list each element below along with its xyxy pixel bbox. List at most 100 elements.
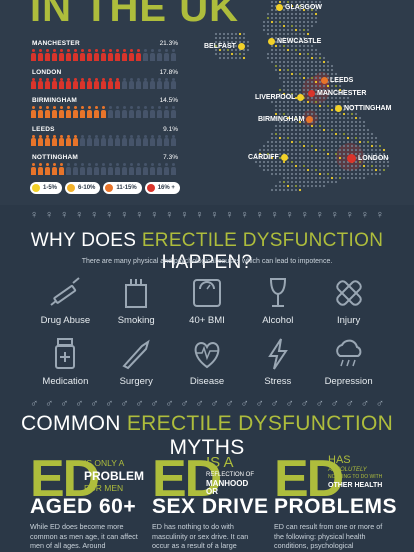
people-icons	[30, 134, 176, 147]
people-icons	[30, 77, 176, 90]
mars-icon: ♂	[30, 398, 39, 410]
mars-icon: ♂	[120, 398, 129, 410]
person-icon	[58, 106, 64, 118]
cause-item: Alcohol	[242, 275, 313, 326]
map-label-birmingham: BIRMINGHAM	[258, 116, 314, 123]
person-icon	[72, 134, 78, 147]
person-icon	[30, 163, 36, 175]
venus-icon: ♀	[285, 209, 294, 221]
venus-divider: ♀ ♀ ♀ ♀ ♀ ♀ ♀ ♀ ♀ ♀ ♀ ♀ ♀ ♀ ♀ ♀ ♀ ♀ ♀ ♀ ♀ ♀ ♀ ♀	[30, 209, 384, 221]
myth-line4: OTHER HEALTH	[328, 482, 383, 489]
person-icon	[58, 49, 64, 61]
person-icon	[65, 163, 71, 175]
map-label-newcastle: NEWCASTLE	[268, 38, 321, 45]
scale-icon	[192, 279, 221, 307]
person-icon	[44, 106, 50, 118]
map-label-belfast: BELFAST	[204, 43, 245, 50]
person-icon	[121, 163, 127, 175]
venus-icon: ♀	[75, 209, 84, 221]
map-label-nottingham: NOTTINGHAM	[335, 105, 391, 112]
person-icon	[114, 49, 120, 61]
section-title: IN THE UK	[30, 0, 239, 30]
myth-body: ED can result from one or more of the fo…	[274, 522, 383, 551]
person-icon	[107, 163, 113, 175]
myth-ed: ED	[30, 450, 100, 508]
legend-label: 16% +	[157, 185, 175, 191]
person-icon	[93, 106, 99, 118]
mars-icon: ♂	[60, 398, 69, 410]
mars-icon: ♂	[180, 398, 189, 410]
myth-line3: NOTHING TO DO WITH	[328, 474, 383, 480]
person-icon	[114, 134, 120, 147]
mars-icon: ♂	[315, 398, 324, 410]
myth-big: PROBLEMS	[274, 495, 398, 518]
person-icon	[135, 77, 141, 90]
people-icons	[30, 49, 176, 61]
venus-icon: ♀	[60, 209, 69, 221]
cause-label: Medication	[42, 376, 89, 387]
person-icon	[86, 49, 92, 61]
myth-card: ED IS A REFLECTION OF MANHOOD OR SEX DRI…	[152, 450, 268, 550]
map-label-leeds: LEEDS	[321, 77, 353, 84]
myths-title: COMMON ERECTILE DYSFUNCTION MYTHS	[20, 412, 394, 459]
person-icon	[142, 77, 148, 90]
person-icon	[107, 106, 113, 118]
uk-map: GLASGOW BELFAST NEWCASTLE LEEDS LIVERPOO…	[204, 0, 414, 205]
person-icon	[156, 134, 162, 147]
why-intro: There are many physical and psychologica…	[81, 258, 333, 265]
person-icon	[114, 77, 120, 90]
person-icon	[86, 106, 92, 118]
person-icon	[37, 163, 43, 175]
person-icon	[65, 77, 71, 90]
person-icon	[135, 49, 141, 61]
venus-icon: ♀	[90, 209, 99, 221]
myth-line1: IS A	[206, 454, 234, 471]
wine-glass-icon	[269, 278, 286, 307]
person-icon	[170, 163, 176, 175]
legend-label: 1-5%	[43, 185, 58, 191]
person-icon	[58, 163, 64, 175]
lightning-icon	[267, 338, 288, 370]
venus-icon: ♀	[120, 209, 129, 221]
mars-icon: ♂	[255, 398, 264, 410]
person-icon	[170, 49, 176, 61]
city-row: LEEDS 9.1%	[30, 126, 178, 155]
cause-item: Medication	[30, 336, 101, 387]
person-icon	[100, 49, 106, 61]
mars-icon: ♂	[165, 398, 174, 410]
myth-card: ED HAS ABSOLUTELY NOTHING TO DO WITH OTH…	[274, 450, 397, 550]
people-icons	[30, 163, 176, 175]
syringe-icon	[50, 277, 81, 306]
map-label-cardiff: CARDIFF	[248, 154, 288, 161]
mars-icon: ♂	[270, 398, 279, 410]
person-icon	[30, 134, 36, 147]
person-icon	[128, 134, 134, 147]
legend-item: 1-5%	[30, 182, 63, 194]
person-icon	[44, 49, 50, 61]
legend-dot-icon	[32, 184, 40, 192]
person-icon	[128, 163, 134, 175]
cause-label: Depression	[324, 376, 373, 387]
person-icon	[107, 134, 113, 147]
person-icon	[93, 49, 99, 61]
cause-label: Injury	[336, 315, 361, 326]
person-icon	[142, 106, 148, 118]
legend-label: 11-15%	[116, 185, 137, 191]
mars-icon: ♂	[105, 398, 114, 410]
myth-ed: ED	[274, 450, 344, 508]
legend-item: 16% +	[144, 182, 180, 194]
venus-icon: ♀	[45, 209, 54, 221]
myth-body: ED has nothing to do with masculinity or…	[152, 522, 249, 551]
person-icon	[149, 163, 155, 175]
person-icon	[135, 163, 141, 175]
cause-label: Stress	[264, 376, 292, 387]
person-icon	[37, 49, 43, 61]
cause-item: 40+ BMI	[172, 275, 243, 326]
person-icon	[44, 77, 50, 90]
city-pct: 21.3%	[159, 40, 178, 47]
cause-item: Stress	[242, 336, 313, 387]
person-icon	[58, 134, 64, 147]
city-row: LONDON 17.8%	[30, 69, 178, 98]
city-pct: 17.8%	[159, 68, 178, 76]
mars-icon: ♂	[285, 398, 294, 410]
